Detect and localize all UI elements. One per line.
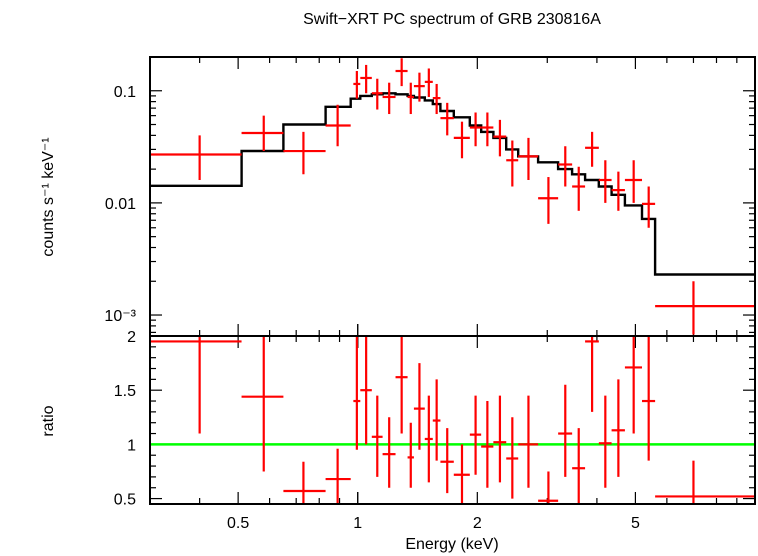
ratio-data-point: [360, 336, 372, 445]
x-tick-label: 5: [631, 515, 640, 532]
spectrum-data-point: [424, 68, 433, 97]
bottom-panel-ratio: 0.5 1 2 5 0.5 1 1.5 2: [114, 329, 756, 532]
ratio-data-point: [624, 336, 643, 434]
spectrum-data-point: [655, 281, 755, 335]
spectrum-data-point: [624, 160, 643, 203]
spectrum-data-point: [325, 104, 351, 147]
spectrum-data-point: [642, 186, 656, 228]
spectrum-data-point: [241, 115, 284, 152]
bottom-y-tick-label: 0.5: [114, 492, 136, 509]
spectrum-data-point: [360, 64, 372, 94]
spectrum-data-point: [585, 131, 599, 167]
x-axis-label: Energy (keV): [405, 536, 498, 553]
ratio-data-point: [598, 395, 612, 488]
ratio-data-point: [432, 379, 441, 461]
ratio-data-point: [453, 444, 470, 504]
spectrum-data-point: [506, 140, 519, 187]
spectrum-data-point: [382, 82, 396, 115]
ratio-data-point: [407, 422, 414, 488]
spectrum-data-point: [598, 160, 612, 203]
ratio-data-point: [655, 460, 755, 504]
top-panel-spectrum: 0.1 0.01 10⁻³: [104, 56, 756, 337]
spectrum-data-point: [493, 119, 507, 157]
bottom-y-tick-label: 1.5: [114, 383, 136, 400]
spectrum-data-point: [283, 131, 326, 175]
spectrum-data-point: [407, 82, 414, 115]
spectrum-data-point: [353, 71, 361, 99]
top-y-tick-label: 0.1: [114, 84, 136, 101]
top-panel-y-axis-label: counts s⁻¹ keV⁻¹: [40, 137, 57, 256]
ratio-data-point: [325, 448, 351, 504]
bottom-panel-frame: [149, 335, 756, 505]
ratio-data-point: [440, 428, 454, 494]
spectrum-data-point: [395, 58, 408, 87]
bottom-y-tick-label: 2: [127, 329, 136, 346]
x-tick-label: 2: [473, 515, 482, 532]
x-tick-label: 1: [353, 515, 362, 532]
ratio-data-point: [572, 428, 586, 504]
ratio-data-point: [506, 417, 519, 499]
ratio-data-point: [395, 336, 408, 434]
ratio-data-point: [150, 336, 242, 434]
spectrum-data-point: [572, 166, 586, 211]
ratio-data-point: [413, 363, 425, 450]
ratio-data-point: [611, 379, 625, 477]
spectrum-data-point: [150, 135, 242, 180]
top-panel-frame: [149, 56, 756, 337]
ratio-data-point: [642, 336, 656, 461]
bottom-panel-y-axis-label: ratio: [40, 405, 57, 436]
ratio-data-point: [585, 336, 599, 412]
ratio-data-point: [241, 336, 284, 472]
spectrum-data-point: [611, 171, 625, 211]
chart-title: Swift−XRT PC spectrum of GRB 230816A: [303, 11, 601, 28]
ratio-data-point: [493, 395, 507, 483]
ratio-data-point: [283, 461, 326, 504]
spectrum-data-point: [413, 72, 425, 102]
top-y-tick-label: 0.01: [105, 196, 136, 213]
spectrum-data-point: [481, 112, 494, 147]
spectrum-data-point: [432, 83, 441, 115]
ratio-data-point: [371, 395, 383, 477]
spectrum-data-point: [453, 121, 470, 159]
spectrum-data-point: [440, 102, 454, 136]
bottom-y-tick-label: 1: [127, 437, 136, 454]
spectrum-data-point: [518, 137, 539, 180]
spectrum-data-point: [469, 112, 482, 147]
ratio-data-point: [424, 395, 433, 483]
spectrum-data-point: [538, 177, 559, 224]
ratio-data-point: [469, 395, 482, 475]
ratio-data-point: [558, 384, 573, 477]
spectrum-data-point: [371, 78, 383, 110]
spectrum-data-point: [558, 146, 573, 187]
ratio-data-point: [382, 417, 396, 488]
top-y-tick-label: 10⁻³: [104, 308, 136, 325]
ratio-data-point: [538, 471, 559, 504]
ratio-data-point: [518, 395, 539, 488]
ratio-data-point: [481, 401, 494, 488]
model-step-line: [150, 92, 755, 276]
x-tick-label: 0.5: [227, 515, 249, 532]
ratio-data-point: [353, 336, 361, 450]
